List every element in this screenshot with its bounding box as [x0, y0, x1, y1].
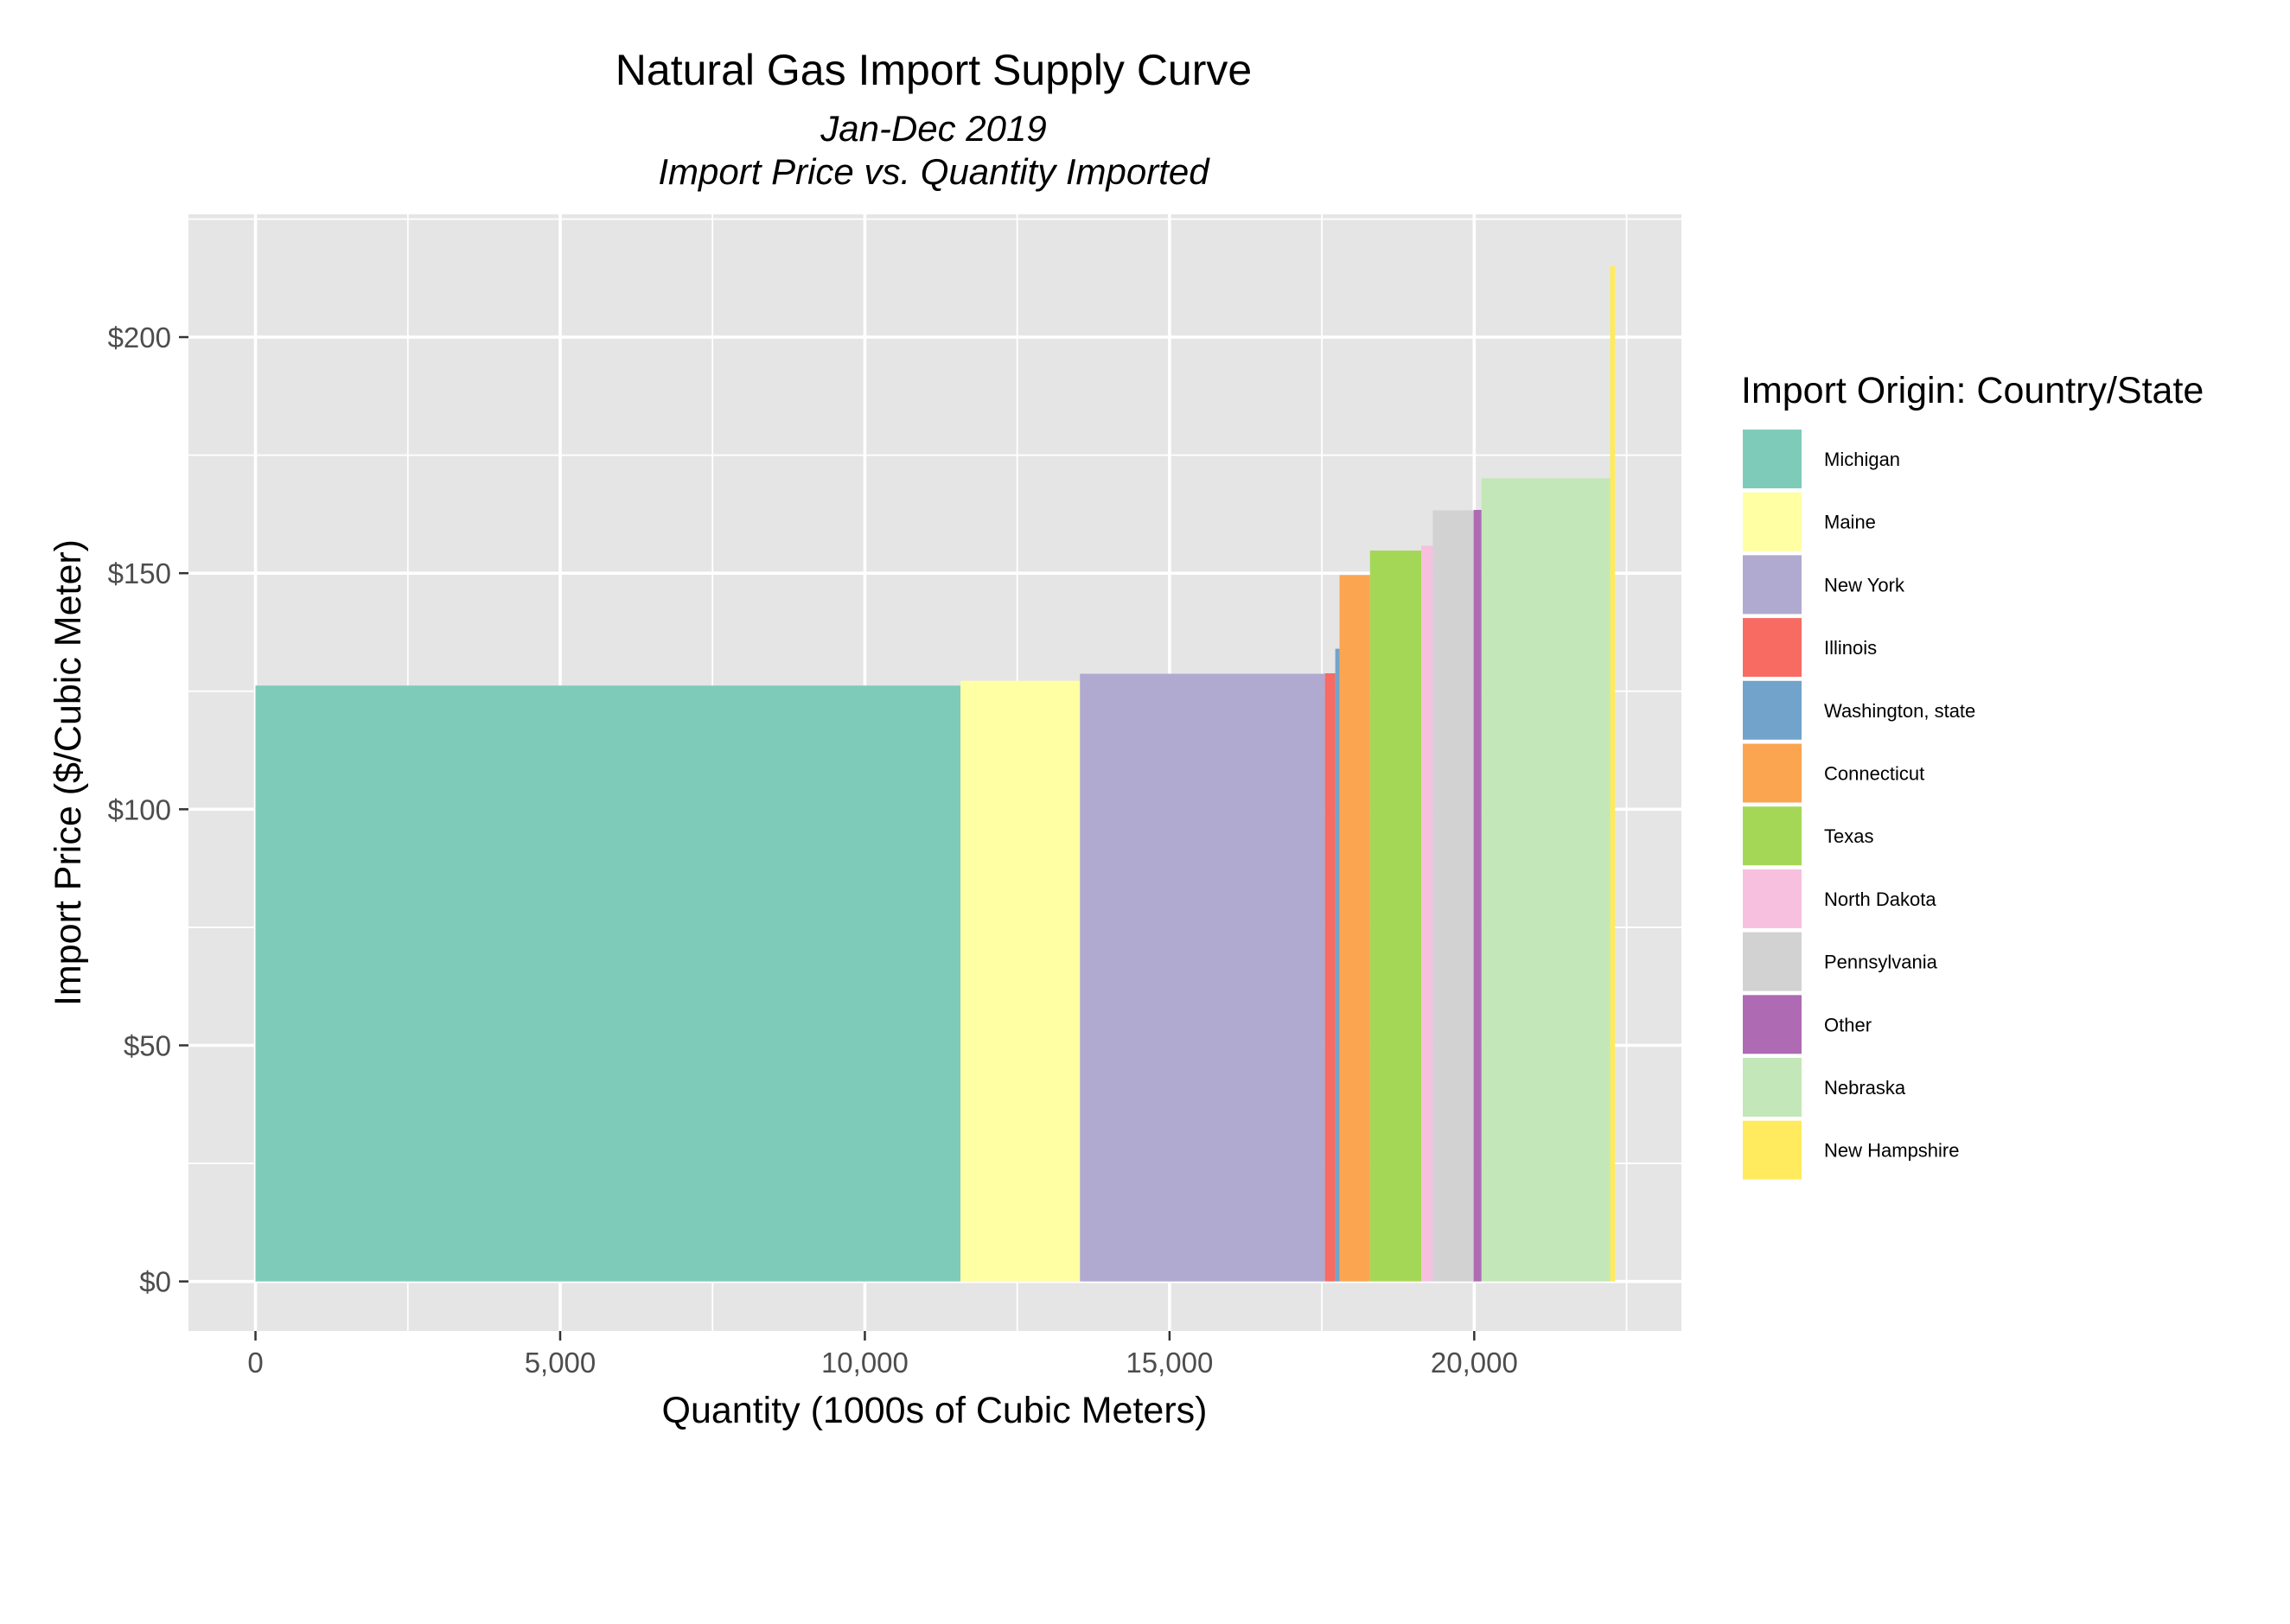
y-axis-title: Import Price ($/Cubic Meter)	[48, 539, 89, 1006]
legend-key-washington-state	[1743, 680, 1802, 740]
bar-nebraska	[1481, 478, 1611, 1282]
legend-key-texas	[1743, 806, 1802, 866]
y-tick-label-4: $200	[108, 322, 171, 353]
legend-label-north-dakota: North Dakota	[1824, 888, 1936, 910]
chart-subtitle-line-1: Jan-Dec 2019	[820, 108, 1047, 149]
legend-label-illinois: Illinois	[1824, 637, 1877, 659]
bar-illinois	[1324, 673, 1336, 1282]
legend-label-new-york: New York	[1824, 574, 1905, 595]
bar-new-hampshire	[1610, 266, 1616, 1282]
legend-label-maine: Maine	[1824, 512, 1876, 533]
legend-title: Import Origin: Country/State	[1741, 370, 2204, 411]
legend-key-connecticut	[1743, 743, 1802, 803]
legend-label-connecticut: Connecticut	[1824, 763, 1924, 785]
bar-texas	[1369, 550, 1422, 1282]
y-tick-label-0: $0	[139, 1266, 171, 1298]
legend-label-other: Other	[1824, 1014, 1872, 1035]
bar-washington-state	[1335, 648, 1340, 1282]
legend-key-other	[1743, 995, 1802, 1054]
x-tick-label-2: 10,000	[821, 1347, 909, 1379]
bar-michigan	[255, 685, 961, 1282]
legend-label-pennsylvania: Pennsylvania	[1824, 952, 1938, 973]
legend-label-new-hampshire: New Hampshire	[1824, 1140, 1960, 1162]
legend-label-nebraska: Nebraska	[1824, 1077, 1906, 1099]
legend-key-nebraska	[1743, 1058, 1802, 1117]
x-tick-label-0: 0	[247, 1347, 263, 1379]
legend-key-pennsylvania	[1743, 932, 1802, 991]
x-tick-label-4: 20,000	[1431, 1347, 1518, 1379]
legend-key-maine	[1743, 492, 1802, 551]
chart-title: Natural Gas Import Supply Curve	[616, 46, 1252, 94]
bar-pennsylvania	[1432, 510, 1474, 1282]
y-tick-label-2: $100	[108, 793, 171, 825]
legend-key-new-york	[1743, 555, 1802, 615]
bar-maine	[960, 680, 1081, 1282]
bar-other	[1473, 509, 1482, 1282]
legend-label-texas: Texas	[1824, 825, 1873, 847]
supply-bars	[255, 266, 1616, 1282]
bar-north-dakota	[1421, 545, 1433, 1282]
y-tick-label-1: $50	[124, 1029, 171, 1061]
legend-label-michigan: Michigan	[1824, 449, 1900, 470]
chart-subtitle-line-2: Import Price vs. Quantity Imported	[658, 151, 1210, 192]
bar-connecticut	[1339, 575, 1370, 1282]
x-tick-label-1: 5,000	[525, 1347, 596, 1379]
legend-key-illinois	[1743, 618, 1802, 678]
x-axis-title: Quantity (1000s of Cubic Meters)	[662, 1390, 1208, 1431]
y-tick-label-3: $150	[108, 557, 171, 589]
x-tick-label-3: 15,000	[1126, 1347, 1213, 1379]
legend-label-washington-state: Washington, state	[1824, 700, 1975, 722]
legend-key-michigan	[1743, 430, 1802, 488]
axis-ticks: 0 5,000 10,000 15,000 20,000 $0 $50 $100 $150 $20…	[108, 322, 1518, 1379]
legend: Michigan Maine New York Illinois Washington,…	[1743, 430, 1975, 1180]
legend-key-north-dakota	[1743, 869, 1802, 928]
bar-new-york	[1080, 673, 1325, 1282]
legend-key-new-hampshire	[1743, 1120, 1802, 1180]
